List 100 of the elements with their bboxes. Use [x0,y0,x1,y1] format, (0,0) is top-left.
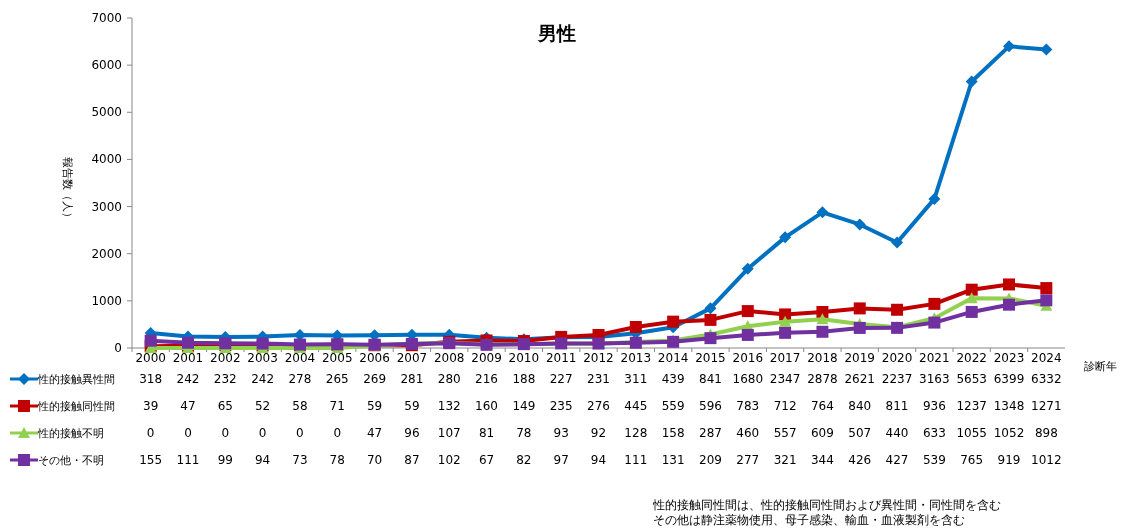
data-label: 427 [885,453,909,467]
data-label: 269 [363,372,387,386]
x-tick-label: 2009 [471,351,502,365]
data-label: 841 [699,372,722,386]
x-tick-label: 2024 [1031,351,1062,365]
data-label: 277 [736,453,760,467]
data-label: 160 [475,399,498,413]
x-tick-label: 2014 [657,351,689,365]
data-label: 132 [437,399,461,413]
y-tick-label: 0 [114,341,122,355]
x-tick-label: 2011 [545,351,577,365]
x-tick-label: 2010 [508,351,540,365]
data-label: 94 [590,453,607,467]
data-label: 445 [624,399,648,413]
x-tick-label: 2001 [172,351,204,365]
x-tick-label: 2019 [844,351,876,365]
x-tick-label: 2004 [284,351,316,365]
data-label: 321 [773,453,797,467]
data-label: 1052 [993,426,1025,440]
data-label: 1271 [1031,399,1062,413]
data-label: 94 [254,453,271,467]
data-label: 344 [810,453,834,467]
data-label: 216 [475,372,498,386]
data-label: 99 [217,453,233,467]
data-label: 93 [553,426,569,440]
data-label: 78 [516,426,532,440]
data-label: 633 [922,426,946,440]
x-tick-label: 2012 [583,351,614,365]
data-label: 70 [366,453,383,467]
data-label: 460 [736,426,760,440]
data-label: 131 [661,453,685,467]
data-label: 158 [661,426,685,440]
data-label: 242 [176,372,200,386]
data-label: 47 [180,399,196,413]
legend-label: その他・不明 [38,454,104,467]
data-label: 58 [292,399,308,413]
y-tick-label: 3000 [91,199,122,214]
x-tick-label: 2003 [247,351,278,365]
data-label: 67 [478,453,495,467]
data-label: 39 [143,399,159,413]
y-tick-label: 2000 [91,246,122,261]
data-label: 311 [624,372,648,386]
data-label: 2878 [807,372,838,386]
data-label: 287 [699,426,722,440]
x-axis-title: 診断年 [1084,360,1117,373]
data-label: 107 [437,426,461,440]
data-label: 596 [699,399,722,413]
data-label: 111 [176,453,200,467]
data-label: 0 [221,426,230,440]
data-label: 840 [848,399,872,413]
legend-label: 性的接触不明 [37,427,104,440]
x-tick-label: 2005 [321,351,353,365]
x-tick-label: 2017 [769,351,801,365]
data-label: 609 [810,426,834,440]
y-tick-label: 4000 [91,152,122,167]
data-label: 111 [624,453,648,467]
data-label: 96 [404,426,420,440]
data-label: 265 [325,372,349,386]
data-label: 235 [549,399,573,413]
data-label: 82 [516,453,532,467]
data-label: 765 [960,453,984,467]
data-label: 128 [624,426,648,440]
data-label: 2621 [844,372,876,386]
data-label: 155 [139,453,163,467]
data-label: 2347 [769,372,801,386]
data-label: 73 [292,453,308,467]
data-label: 439 [661,372,685,386]
data-label: 102 [437,453,461,467]
data-label: 3163 [919,372,950,386]
data-label: 936 [922,399,946,413]
data-label: 440 [885,426,909,440]
data-label: 5653 [956,372,987,386]
data-label: 0 [296,426,304,440]
data-label: 59 [366,399,383,413]
data-label: 1237 [956,399,987,413]
x-tick-label: 2022 [956,351,987,365]
data-label: 1012 [1031,453,1062,467]
y-axis-title: 報告数（人） [61,157,74,223]
data-label: 0 [146,426,155,440]
data-label: 0 [184,426,192,440]
data-label: 764 [810,399,834,413]
data-label: 78 [329,453,345,467]
data-label: 188 [512,372,536,386]
x-tick-label: 2021 [919,351,950,365]
data-label: 6399 [993,372,1025,386]
data-label: 507 [848,426,872,440]
x-tick-label: 2008 [433,351,465,365]
data-label: 209 [699,453,722,467]
data-label: 149 [512,399,536,413]
x-tick-label: 2007 [396,351,428,365]
data-label: 426 [848,453,872,467]
data-label: 232 [213,372,237,386]
x-tick-label: 2000 [135,351,166,365]
data-label: 281 [400,372,424,386]
x-tick-label: 2023 [993,351,1025,365]
data-label: 47 [366,426,383,440]
data-label: 1348 [993,399,1025,413]
data-label: 278 [288,372,312,386]
data-label: 81 [478,426,495,440]
data-label: 6332 [1031,372,1062,386]
